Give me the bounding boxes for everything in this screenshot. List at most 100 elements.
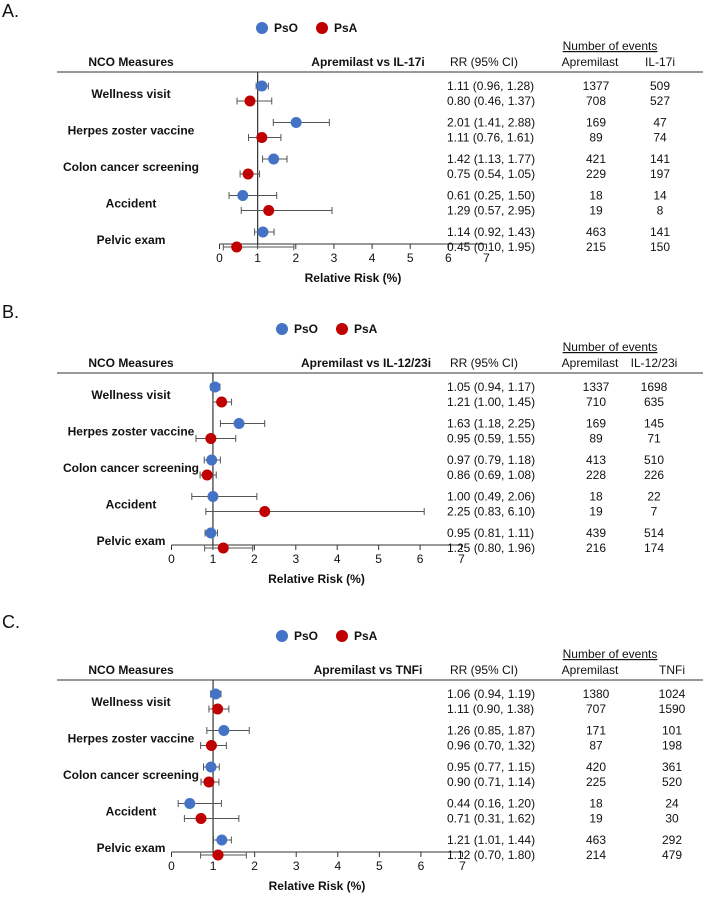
psa-rr-text: 0.86 (0.69, 1.08) bbox=[447, 468, 535, 482]
x-tick-label: 7 bbox=[483, 251, 490, 265]
x-tick-label: 7 bbox=[459, 859, 466, 873]
pso-point bbox=[268, 153, 280, 165]
pso-events-comparator: 509 bbox=[650, 79, 670, 93]
measure-label: Pelvic exam bbox=[97, 841, 166, 855]
header-apremilast: Apremilast bbox=[562, 356, 619, 370]
pso-rr-text: 0.97 (0.79, 1.18) bbox=[447, 453, 535, 467]
pso-point bbox=[209, 381, 221, 393]
pso-events-comparator: 101 bbox=[662, 724, 682, 738]
x-tick-label: 3 bbox=[293, 859, 300, 873]
measure-label: Accident bbox=[106, 805, 157, 819]
psa-events-comparator: 527 bbox=[650, 94, 670, 108]
pso-events-apremilast: 413 bbox=[586, 453, 606, 467]
row-herpes-zoster-vaccine: Herpes zoster vaccine 1.63 (1.18, 2.25) 16… bbox=[68, 417, 665, 446]
psa-events-comparator: 226 bbox=[644, 468, 664, 482]
header-number-of-events: Number of events bbox=[563, 39, 658, 53]
pso-rr-text: 1.63 (1.18, 2.25) bbox=[447, 417, 535, 431]
pso-events-apremilast: 463 bbox=[586, 225, 606, 239]
x-tick-label: 6 bbox=[445, 251, 452, 265]
pso-events-apremilast: 1380 bbox=[583, 687, 610, 701]
x-tick-label: 0 bbox=[168, 552, 175, 566]
pso-events-comparator: 292 bbox=[662, 833, 682, 847]
x-axis-label: Relative Risk (%) bbox=[269, 879, 366, 893]
measure-label: Wellness visit bbox=[91, 695, 170, 709]
legend-label-psa: PsA bbox=[354, 322, 378, 336]
pso-rr-text: 0.95 (0.77, 1.15) bbox=[447, 760, 535, 774]
x-tick-label: 1 bbox=[254, 251, 261, 265]
header-rr: RR (95% CI) bbox=[450, 55, 518, 69]
x-tick-label: 6 bbox=[418, 859, 425, 873]
legend: PsO PsA bbox=[276, 322, 378, 336]
legend-label-pso: PsO bbox=[274, 21, 298, 35]
psa-events-comparator: 150 bbox=[650, 240, 670, 254]
psa-events-comparator: 174 bbox=[644, 541, 664, 555]
psa-events-comparator: 7 bbox=[651, 505, 658, 519]
psa-point bbox=[231, 241, 243, 253]
psa-point bbox=[263, 205, 275, 216]
psa-point bbox=[244, 95, 256, 107]
psa-events-comparator: 635 bbox=[644, 395, 664, 409]
pso-events-comparator: 145 bbox=[644, 417, 664, 431]
pso-events-apremilast: 18 bbox=[589, 490, 603, 504]
psa-rr-text: 0.96 (0.70, 1.32) bbox=[447, 739, 535, 753]
x-axis-label: Relative Risk (%) bbox=[268, 572, 365, 586]
psa-point bbox=[205, 740, 217, 751]
psa-rr-text: 2.25 (0.83, 6.10) bbox=[447, 505, 535, 519]
psa-events-apremilast: 225 bbox=[586, 775, 606, 789]
pso-point bbox=[216, 834, 228, 846]
pso-point bbox=[206, 454, 218, 466]
x-tick-label: 5 bbox=[376, 859, 383, 873]
measure-label: Herpes zoster vaccine bbox=[68, 425, 195, 439]
pso-point bbox=[256, 80, 268, 92]
header-rr: RR (95% CI) bbox=[450, 356, 518, 370]
psa-events-apremilast: 19 bbox=[589, 812, 603, 826]
header-number-of-events: Number of events bbox=[563, 340, 658, 354]
pso-point bbox=[207, 491, 219, 502]
pso-events-comparator: 361 bbox=[662, 760, 682, 774]
comparison-title: Apremilast vs IL-12/23i bbox=[301, 356, 431, 370]
psa-events-apremilast: 87 bbox=[589, 739, 603, 753]
measure-label: Colon cancer screening bbox=[63, 461, 199, 475]
psa-events-comparator: 30 bbox=[665, 812, 679, 826]
measure-label: Herpes zoster vaccine bbox=[68, 124, 195, 138]
psa-events-apremilast: 228 bbox=[586, 468, 606, 482]
pso-events-comparator: 47 bbox=[653, 116, 667, 130]
psa-point bbox=[212, 849, 224, 861]
row-accident: Accident 0.44 (0.16, 1.20) 18 24 0.71 (0.31,… bbox=[106, 797, 679, 826]
psa-events-apremilast: 708 bbox=[586, 94, 606, 108]
psa-events-apremilast: 707 bbox=[586, 702, 606, 716]
psa-point bbox=[216, 396, 228, 408]
pso-point bbox=[237, 190, 249, 201]
legend-marker-pso bbox=[276, 323, 288, 335]
psa-events-apremilast: 89 bbox=[589, 432, 603, 446]
psa-point bbox=[242, 168, 254, 180]
legend-marker-pso bbox=[256, 22, 268, 34]
psa-events-apremilast: 19 bbox=[589, 204, 603, 218]
legend-marker-psa bbox=[336, 323, 348, 335]
legend: PsO PsA bbox=[276, 629, 378, 643]
psa-events-comparator: 520 bbox=[662, 775, 682, 789]
psa-point bbox=[217, 542, 229, 554]
row-colon-cancer-screening: Colon cancer screening 1.42 (1.13, 1.77) 4… bbox=[63, 152, 670, 181]
pso-point bbox=[210, 688, 222, 700]
psa-rr-text: 0.75 (0.54, 1.05) bbox=[447, 167, 535, 181]
x-tick-label: 1 bbox=[210, 859, 217, 873]
row-colon-cancer-screening: Colon cancer screening 0.97 (0.79, 1.18) 4… bbox=[63, 453, 664, 482]
psa-point bbox=[201, 469, 213, 481]
pso-rr-text: 1.42 (1.13, 1.77) bbox=[447, 152, 535, 166]
x-tick-label: 3 bbox=[292, 552, 299, 566]
measure-label: Pelvic exam bbox=[97, 534, 166, 548]
psa-point bbox=[259, 506, 271, 517]
row-pelvic-exam: Pelvic exam 0.95 (0.81, 1.11) 439 514 1.25 (… bbox=[97, 526, 665, 555]
measure-label: Colon cancer screening bbox=[63, 768, 199, 782]
pso-events-apremilast: 171 bbox=[586, 724, 606, 738]
pso-rr-text: 1.26 (0.85, 1.87) bbox=[447, 724, 535, 738]
pso-point bbox=[218, 725, 230, 736]
header-nco-measures: NCO Measures bbox=[88, 356, 174, 370]
pso-events-apremilast: 18 bbox=[589, 189, 603, 203]
pso-events-apremilast: 169 bbox=[586, 116, 606, 130]
psa-events-apremilast: 19 bbox=[589, 505, 603, 519]
row-pelvic-exam: Pelvic exam 1.21 (1.01, 1.44) 463 292 1.12 (… bbox=[97, 833, 683, 862]
